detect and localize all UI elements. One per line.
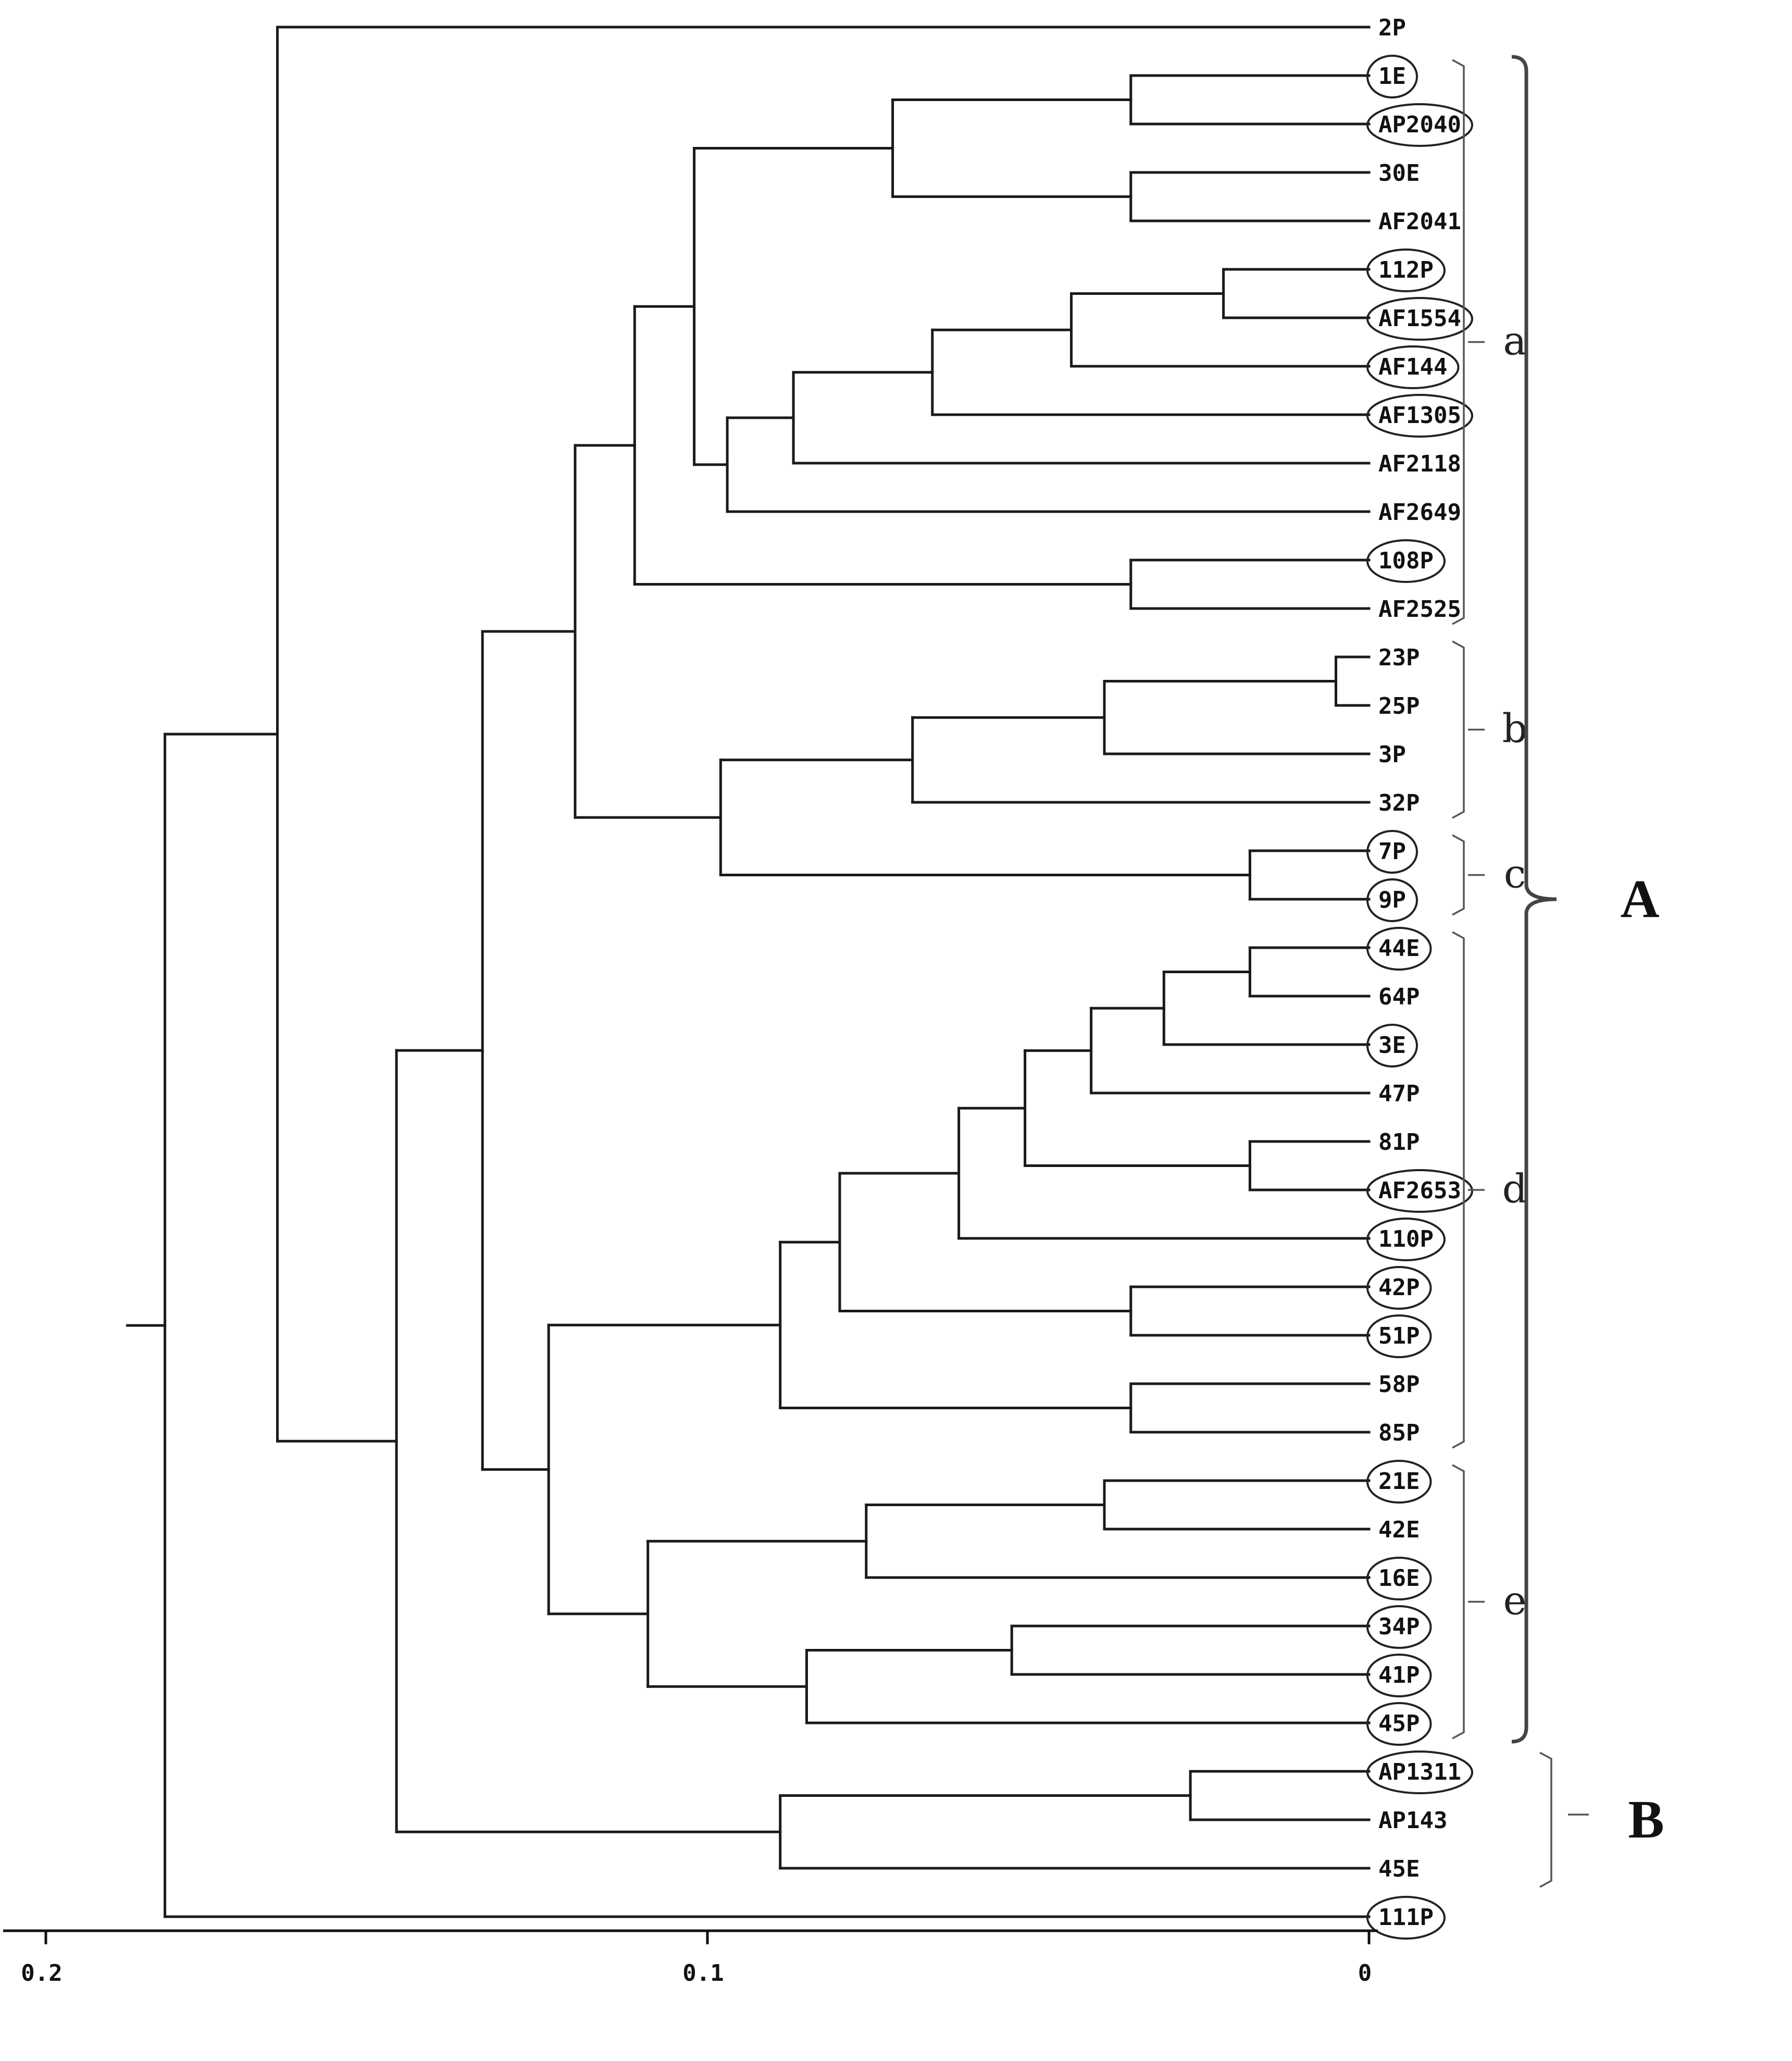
leaf-label-21e: 21E bbox=[1378, 1468, 1420, 1495]
group-label-b: B bbox=[1628, 1790, 1664, 1849]
subgroup-label-e: e bbox=[1503, 1578, 1527, 1624]
leaf-label-108p: 108P bbox=[1378, 548, 1434, 574]
leaf-label-42e: 42E bbox=[1378, 1517, 1420, 1543]
leaf-label-af2041: AF2041 bbox=[1378, 208, 1461, 235]
leaf-label-64p: 64P bbox=[1378, 984, 1420, 1010]
axis-tick-label-0: 0 bbox=[1358, 1960, 1372, 1986]
group-braces: AB bbox=[1511, 55, 1664, 1888]
leaf-label-34p: 34P bbox=[1378, 1613, 1420, 1640]
leaf-label-51p: 51P bbox=[1378, 1323, 1420, 1349]
leaf-label-112p: 112P bbox=[1378, 257, 1434, 283]
leaf-circle-34p bbox=[1366, 1605, 1432, 1649]
subgroup-label-d: d bbox=[1502, 1165, 1528, 1212]
axis-tick-label-0.2: 0.2 bbox=[21, 1960, 62, 1986]
leaf-label-85p: 85P bbox=[1378, 1420, 1420, 1446]
leaf-circle-1e bbox=[1366, 55, 1418, 98]
leaf-circle-af2653 bbox=[1366, 1169, 1473, 1213]
scale-axis: 0.2 0.1 0 bbox=[3, 1929, 1378, 1986]
leaf-label-45p: 45P bbox=[1378, 1710, 1420, 1737]
leaf-label-af2525: AF2525 bbox=[1378, 596, 1461, 623]
bracket-d bbox=[1452, 931, 1465, 1449]
leaf-label-30e: 30E bbox=[1378, 160, 1420, 187]
leaf-label-af144: AF144 bbox=[1378, 354, 1447, 380]
leaf-label-1e: 1E bbox=[1378, 63, 1406, 90]
leaf-label-16e: 16E bbox=[1378, 1565, 1420, 1592]
leaf-circle-af1305 bbox=[1366, 394, 1473, 438]
leaf-label-25p: 25P bbox=[1378, 693, 1420, 719]
leaf-circles bbox=[1366, 55, 1473, 1940]
leaf-label-9p: 9P bbox=[1378, 887, 1406, 913]
leaf-circle-111p bbox=[1366, 1896, 1446, 1940]
leaf-circle-51p bbox=[1366, 1314, 1432, 1358]
leaf-circle-108p bbox=[1366, 539, 1446, 583]
bracket-a bbox=[1452, 59, 1465, 625]
bracket-e bbox=[1452, 1464, 1465, 1740]
leaf-circle-16e bbox=[1366, 1557, 1432, 1600]
leaf-circle-21e bbox=[1366, 1460, 1432, 1504]
axis-tick-label-0.1: 0.1 bbox=[682, 1960, 724, 1986]
group-brace-A bbox=[1511, 55, 1557, 1744]
leaf-label-2p: 2P bbox=[1378, 15, 1406, 41]
leaf-label-ap1311: AP1311 bbox=[1378, 1759, 1461, 1785]
leaf-circle-44e bbox=[1366, 927, 1432, 971]
leaf-circle-112p bbox=[1366, 249, 1446, 292]
leaf-circle-af144 bbox=[1366, 345, 1460, 389]
leaf-circle-110p bbox=[1366, 1218, 1446, 1261]
branches bbox=[126, 26, 1371, 1918]
leaf-circle-ap1311 bbox=[1366, 1750, 1473, 1794]
subgroup-label-a: a bbox=[1503, 318, 1526, 364]
leaf-label-af1554: AF1554 bbox=[1378, 305, 1461, 332]
leaf-label-42p: 42P bbox=[1378, 1274, 1420, 1301]
bracket-b bbox=[1452, 640, 1465, 819]
leaf-label-58p: 58P bbox=[1378, 1371, 1420, 1398]
leaf-circle-41p bbox=[1366, 1654, 1432, 1697]
leaf-label-ap2040: AP2040 bbox=[1378, 111, 1461, 138]
leaf-label-7p: 7P bbox=[1378, 838, 1406, 865]
group-label-a: A bbox=[1620, 869, 1659, 929]
subgroup-label-c: c bbox=[1504, 851, 1526, 897]
leaf-label-ap143: AP143 bbox=[1378, 1807, 1447, 1834]
leaf-circle-3e bbox=[1366, 1024, 1418, 1067]
group-bracket-B bbox=[1539, 1752, 1552, 1888]
leaf-label-111p: 111P bbox=[1378, 1904, 1434, 1931]
leaf-label-45e: 45E bbox=[1378, 1856, 1420, 1882]
leaf-label-110p: 110P bbox=[1378, 1226, 1434, 1252]
bracket-c bbox=[1452, 834, 1465, 916]
leaf-label-47p: 47P bbox=[1378, 1081, 1420, 1107]
leaf-circle-ap2040 bbox=[1366, 103, 1473, 147]
leaf-label-3p: 3P bbox=[1378, 741, 1406, 768]
leaf-label-32p: 32P bbox=[1378, 790, 1420, 816]
leaf-label-23p: 23P bbox=[1378, 644, 1420, 671]
leaf-circle-7p bbox=[1366, 830, 1418, 874]
leaf-labels: 2P 1E AP2040 30E AF2041 112P AF1554 AF144 AF1305… bbox=[1378, 15, 1461, 1931]
leaf-circle-9p bbox=[1366, 878, 1418, 922]
leaf-label-41p: 41P bbox=[1378, 1662, 1420, 1688]
leaf-circle-42p bbox=[1366, 1266, 1432, 1310]
leaf-label-af2653: AF2653 bbox=[1378, 1177, 1461, 1204]
leaf-circle-af1554 bbox=[1366, 297, 1473, 341]
leaf-label-af2649: AF2649 bbox=[1378, 499, 1461, 526]
leaf-label-44e: 44E bbox=[1378, 935, 1420, 962]
leaf-label-81p: 81P bbox=[1378, 1129, 1420, 1156]
leaf-label-af1305: AF1305 bbox=[1378, 402, 1461, 429]
subgroup-label-b: b bbox=[1502, 705, 1528, 752]
leaf-label-af2118: AF2118 bbox=[1378, 451, 1461, 477]
leaf-label-3e: 3E bbox=[1378, 1032, 1406, 1059]
subgroup-brackets: a b c d e bbox=[1452, 59, 1528, 1740]
leaf-circle-45p bbox=[1366, 1702, 1432, 1746]
